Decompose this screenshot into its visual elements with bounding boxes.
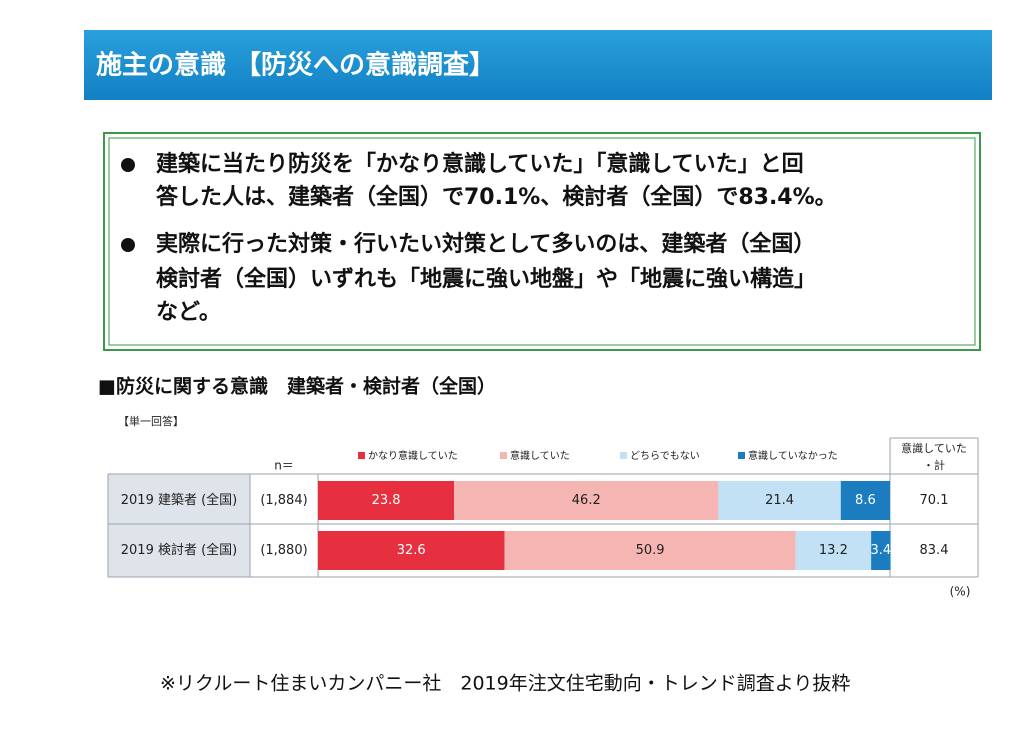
bar-segment xyxy=(840,481,890,520)
bullet-box-inner xyxy=(108,137,976,346)
totals-header: 意識していた xyxy=(901,441,967,455)
legend-swatch xyxy=(358,452,365,459)
bullet-text: など。 xyxy=(156,300,221,325)
bullet-box xyxy=(103,132,981,351)
category-label: 2019 建築者 (全国) xyxy=(121,492,238,508)
bar-segment xyxy=(318,481,455,520)
legend-swatch xyxy=(500,452,507,459)
bullet-dot xyxy=(121,158,135,172)
legend-swatch xyxy=(738,452,745,459)
bar-value-label: 23.8 xyxy=(372,493,401,508)
bar-segment xyxy=(795,531,872,570)
bullet-text: 実際に行った対策・行いたい対策として多いのは、建築者（全国） xyxy=(156,231,815,257)
bar-segment xyxy=(871,531,891,570)
bar-segment xyxy=(718,481,841,520)
header-title: 施主の意識 【防災への意識調査】 xyxy=(96,50,495,81)
bar-value-label: 50.9 xyxy=(636,543,665,558)
legend-label: どちらでもない xyxy=(630,450,700,462)
bullet-dot xyxy=(121,238,135,252)
chart-title: ■防災に関する意識 建築者・検討者（全国） xyxy=(98,375,496,398)
bar-segment xyxy=(504,531,796,570)
legend-label: 意識していなかった xyxy=(748,449,838,462)
bullet-text: 建築に当たり防災を「かなり意識していた」「意識していた」と回 xyxy=(156,151,804,177)
n-value: (1,880) xyxy=(260,543,307,558)
footnote: ※リクルート住まいカンパニー社 2019年注文住宅動向・トレンド調査より抜粋 xyxy=(160,673,850,695)
label-column-bg xyxy=(108,474,250,577)
totals-header: ・計 xyxy=(923,458,945,472)
n-header: n＝ xyxy=(274,459,294,473)
bar-value-label: 32.6 xyxy=(397,543,426,558)
bar-value-label: 21.4 xyxy=(765,493,794,508)
bar-value-label: 46.2 xyxy=(572,493,601,508)
bar-segment xyxy=(318,531,505,570)
bar-value-label: 13.2 xyxy=(819,543,848,558)
n-value: (1,884) xyxy=(260,493,307,508)
category-label: 2019 検討者 (全国) xyxy=(121,542,238,558)
unit-label: (%) xyxy=(950,585,971,599)
bar-value-label: 3.4 xyxy=(871,543,892,558)
bullet-text: 検討者（全国）いずれも「地震に強い地盤」や「地震に強い構造」 xyxy=(156,266,816,292)
legend-swatch xyxy=(620,452,627,459)
bar-segment xyxy=(454,481,719,520)
total-value: 83.4 xyxy=(920,543,949,558)
legend-label: かなり意識していた xyxy=(368,449,458,462)
header-bar xyxy=(84,30,992,100)
bullet-text: 答した人は、建築者（全国）で70.1%、検討者（全国）で83.4%。 xyxy=(156,184,837,210)
bar-value-label: 8.6 xyxy=(855,493,876,508)
total-value: 70.1 xyxy=(920,493,949,508)
legend-label: 意識していた xyxy=(510,449,570,462)
chart-subtitle: 【単一回答】 xyxy=(118,414,184,428)
